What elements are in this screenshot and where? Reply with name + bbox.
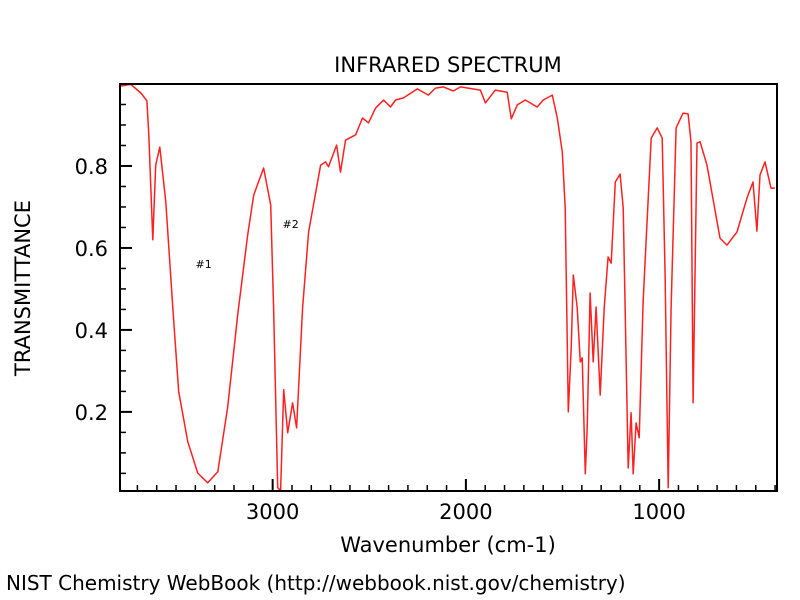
chart-title: INFRARED SPECTRUM [334, 53, 562, 77]
annotations: #1 #2 [196, 218, 299, 271]
y-tick-label: 0.2 [75, 401, 108, 425]
footer-credit: NIST Chemistry WebBook (http://webbook.n… [6, 571, 626, 595]
x-tick-label: 2000 [439, 500, 492, 524]
plot-frame [119, 83, 778, 492]
x-axis-label: Wavenumber (cm-1) [340, 533, 556, 557]
y-axis-label: TRANSMITTANCE [11, 200, 35, 377]
peak-annotation: #1 [196, 258, 212, 271]
axis-ticks: 3000 2000 1000 0.2 0.4 0.6 0.8 [75, 83, 776, 524]
y-tick-label: 0.8 [75, 155, 108, 179]
spectrum-line [120, 83, 775, 492]
x-tick-label: 3000 [246, 500, 299, 524]
y-tick-label: 0.6 [75, 237, 108, 261]
x-tick-label: 1000 [632, 500, 685, 524]
peak-annotation: #2 [283, 218, 299, 231]
y-tick-label: 0.4 [75, 319, 108, 343]
